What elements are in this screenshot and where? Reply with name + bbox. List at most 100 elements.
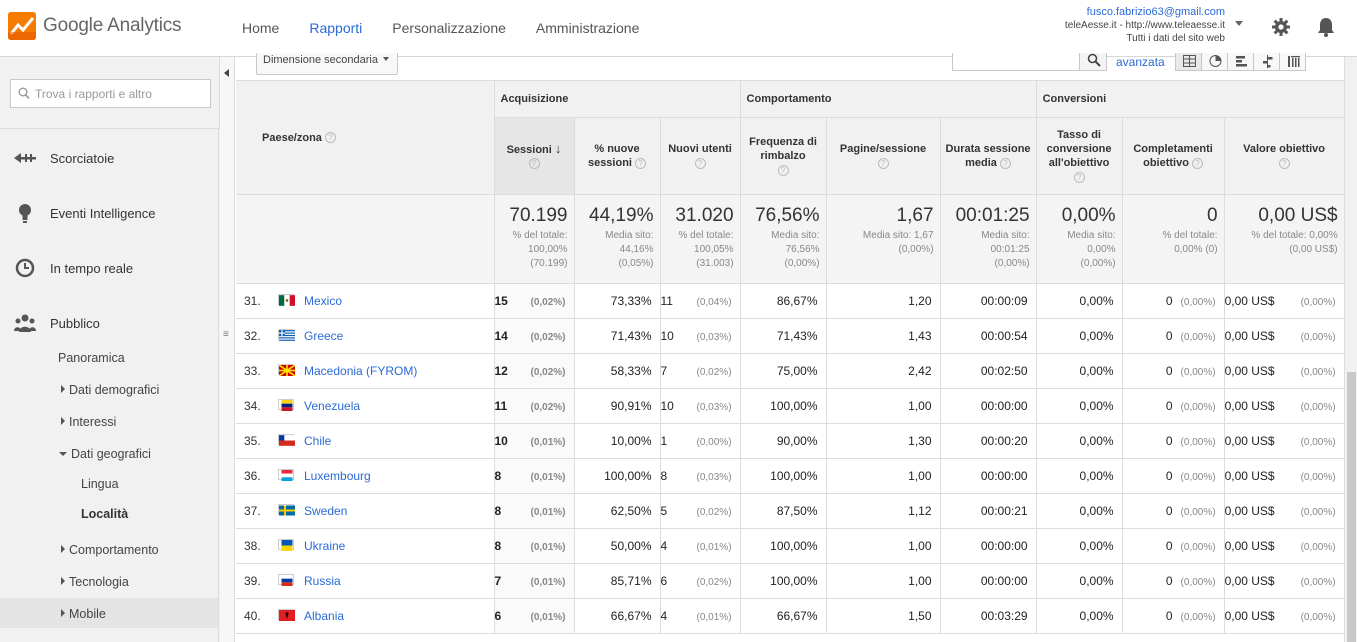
sidebar-search-box[interactable] [10,79,211,108]
total-tasso: 0,00% Media sito: 0,00% (0,00%) [1036,194,1123,284]
valore-cell: 0,00 US$ (0,00%) [1224,528,1345,564]
column-header-nuove-sessioni[interactable]: % nuove sessioni ? [574,117,661,195]
header-label: Tasso di conversione all'obiettivo [1046,129,1112,169]
row-index: 37. [244,504,261,518]
table-row[interactable]: 32. Greece 14 (0,02%) 71,43% 10 (0,03%) 71,43% 1… [236,318,1345,354]
nav-personalizzazione[interactable]: Personalizzazione [392,20,506,36]
nuove-sessioni-cell: 58,33% [574,353,661,389]
google-analytics-logo[interactable]: Google Analytics [8,12,182,40]
table-row[interactable]: 36. Luxembourg 8 (0,01%) 100,00% 8 (0,03%) 100,… [236,458,1345,494]
utenti-value: 4 [660,609,668,623]
table-row[interactable]: 33. Macedonia (FYROM) 12 (0,02%) 58,33% 7 (0,0… [236,353,1345,389]
country-cell: 34. Venezuela [236,388,495,424]
column-header-completamenti[interactable]: Completamenti obiettivo ? [1122,117,1225,195]
sidebar-search-input[interactable] [35,85,205,103]
country-link[interactable]: Russia [304,574,341,588]
pivot-view-button[interactable] [1279,53,1306,71]
country-link[interactable]: Venezuela [304,399,361,413]
header-label: Durata sessione media [945,143,1031,169]
total-valore: 0,00 US$ % del totale: 0,00% (0,00 US$) [1224,194,1345,284]
column-header-paese[interactable]: Paese/zona ? [236,80,495,195]
table-view-button[interactable] [1175,53,1202,71]
performance-view-button[interactable] [1227,53,1254,71]
help-icon[interactable]: ? [777,164,789,176]
pie-view-button[interactable] [1201,53,1228,71]
sidebar-sub-panoramica[interactable]: Panoramica [58,351,125,365]
sidebar-item-tempo-reale[interactable]: In tempo reale [0,253,218,283]
chevron-down-icon[interactable] [1235,21,1243,26]
sidebar-sub-mobile[interactable]: Mobile [61,607,106,621]
nav-amministrazione[interactable]: Amministrazione [535,20,640,36]
main-scrollbar[interactable] [1344,57,1357,642]
total-sub: (0,05%) [618,258,654,269]
table-toolbar: Dimensione secondaria avanzata [236,53,1357,80]
bell-icon[interactable] [1316,16,1336,43]
column-header-pagine[interactable]: Pagine/sessione? [826,117,941,195]
secondary-dimension-button[interactable]: Dimensione secondaria [256,53,398,75]
country-link[interactable]: Sweden [304,504,348,518]
country-link[interactable]: Luxembourg [304,469,371,483]
search-icon [1087,53,1101,67]
sidebar-item-scorciatoie[interactable]: Scorciatoie [0,143,218,173]
sidebar-sub-interessi[interactable]: Interessi [61,415,116,429]
comparison-view-button[interactable] [1253,53,1280,71]
help-icon[interactable]: ? [1192,157,1204,169]
valore-pct: (0,00%) [1300,507,1336,518]
sidebar-sub-dati-geografici[interactable]: Dati geografici [59,447,151,461]
country-link[interactable]: Macedonia (FYROM) [304,364,418,378]
country-link[interactable]: Mexico [304,294,343,308]
help-icon[interactable]: ? [999,157,1011,169]
country-link[interactable]: Chile [304,434,332,448]
nuove-sessioni-cell: 85,71% [574,563,661,599]
help-icon[interactable]: ? [877,157,889,169]
help-icon[interactable]: ? [324,132,336,144]
table-row[interactable]: 40. Albania 6 (0,01%) 66,67% 4 (0,01%) 66,67% 1,… [236,598,1345,634]
table-row[interactable]: 37. Sweden 8 (0,01%) 62,50% 5 (0,02%) 87,50% 1,1… [236,493,1345,529]
help-icon[interactable]: ? [694,157,706,169]
help-icon[interactable]: ? [1278,157,1290,169]
column-header-rimbalzo[interactable]: Frequenza di rimbalzo? [740,117,827,195]
sidebar-sub-dati-demografici[interactable]: Dati demografici [61,383,159,397]
country-link[interactable]: Albania [304,609,345,623]
table-row[interactable]: 34. Venezuela 11 (0,02%) 90,91% 10 (0,03%) 100,… [236,388,1345,424]
completamenti-cell: 0 (0,00%) [1122,318,1225,354]
sidebar-item-pubblico[interactable]: Pubblico [0,308,218,338]
gear-icon[interactable] [1271,17,1291,42]
column-header-nuovi-utenti[interactable]: Nuovi utenti ? [660,117,741,195]
column-header-durata[interactable]: Durata sessione media ? [940,117,1037,195]
sidebar-item-eventi-intelligence[interactable]: Eventi Intelligence [0,198,218,228]
sidebar-sub-comportamento[interactable]: Comportamento [61,543,159,557]
table-search-button[interactable] [1079,53,1107,71]
account-selector[interactable]: fusco.fabrizio63@gmail.com teleAesse.it … [1065,6,1225,45]
resize-grip-icon[interactable]: ≡ [223,329,229,340]
help-icon[interactable]: ? [1073,171,1085,183]
table-row[interactable]: 31. Mexico 15 (0,02%) 73,33% 11 (0,04%) 86,67% 1… [236,283,1345,319]
sidebar-sub-tecnologia[interactable]: Tecnologia [61,575,129,589]
sidebar-sub-lingua[interactable]: Lingua [81,477,119,491]
nuove-sessioni-cell: 50,00% [574,528,661,564]
column-header-valore[interactable]: Valore obiettivo? [1224,117,1345,195]
collapse-left-icon[interactable] [224,69,229,77]
valore-value: 0,00 US$ [1224,469,1275,483]
advanced-filter-link[interactable]: avanzata [1116,55,1165,69]
country-link[interactable]: Ukraine [304,539,346,553]
main-scroll-thumb[interactable] [1347,372,1356,642]
table-row[interactable]: 39. Russia 7 (0,01%) 85,71% 6 (0,02%) 100,00% 1,… [236,563,1345,599]
header-label: Pagine/sessione [839,143,927,155]
header-label: % nuove sessioni [587,143,640,169]
sidebar-collapse-bar[interactable]: ≡ [220,57,235,642]
nav-rapporti[interactable]: Rapporti [309,0,362,57]
tasso-cell: 0,00% [1036,423,1123,459]
table-row[interactable]: 38. Ukraine 8 (0,01%) 50,00% 4 (0,01%) 100,00% 1… [236,528,1345,564]
table-row[interactable]: 35. Chile 10 (0,01%) 10,00% 1 (0,00%) 90,00% 1,3… [236,423,1345,459]
column-header-sessioni[interactable]: Sessioni ↓? [494,117,575,195]
nav-home[interactable]: Home [242,20,280,36]
sidebar-sub-localita[interactable]: Località [81,507,129,521]
table-search-input[interactable] [952,53,1080,71]
column-header-tasso[interactable]: Tasso di conversione all'obiettivo? [1036,117,1123,195]
country-link[interactable]: Greece [304,329,344,343]
pivot-icon [1288,56,1300,67]
help-icon[interactable]: ? [528,158,540,170]
sessioni-cell: 12 (0,02%) [494,353,575,389]
help-icon[interactable]: ? [635,157,647,169]
